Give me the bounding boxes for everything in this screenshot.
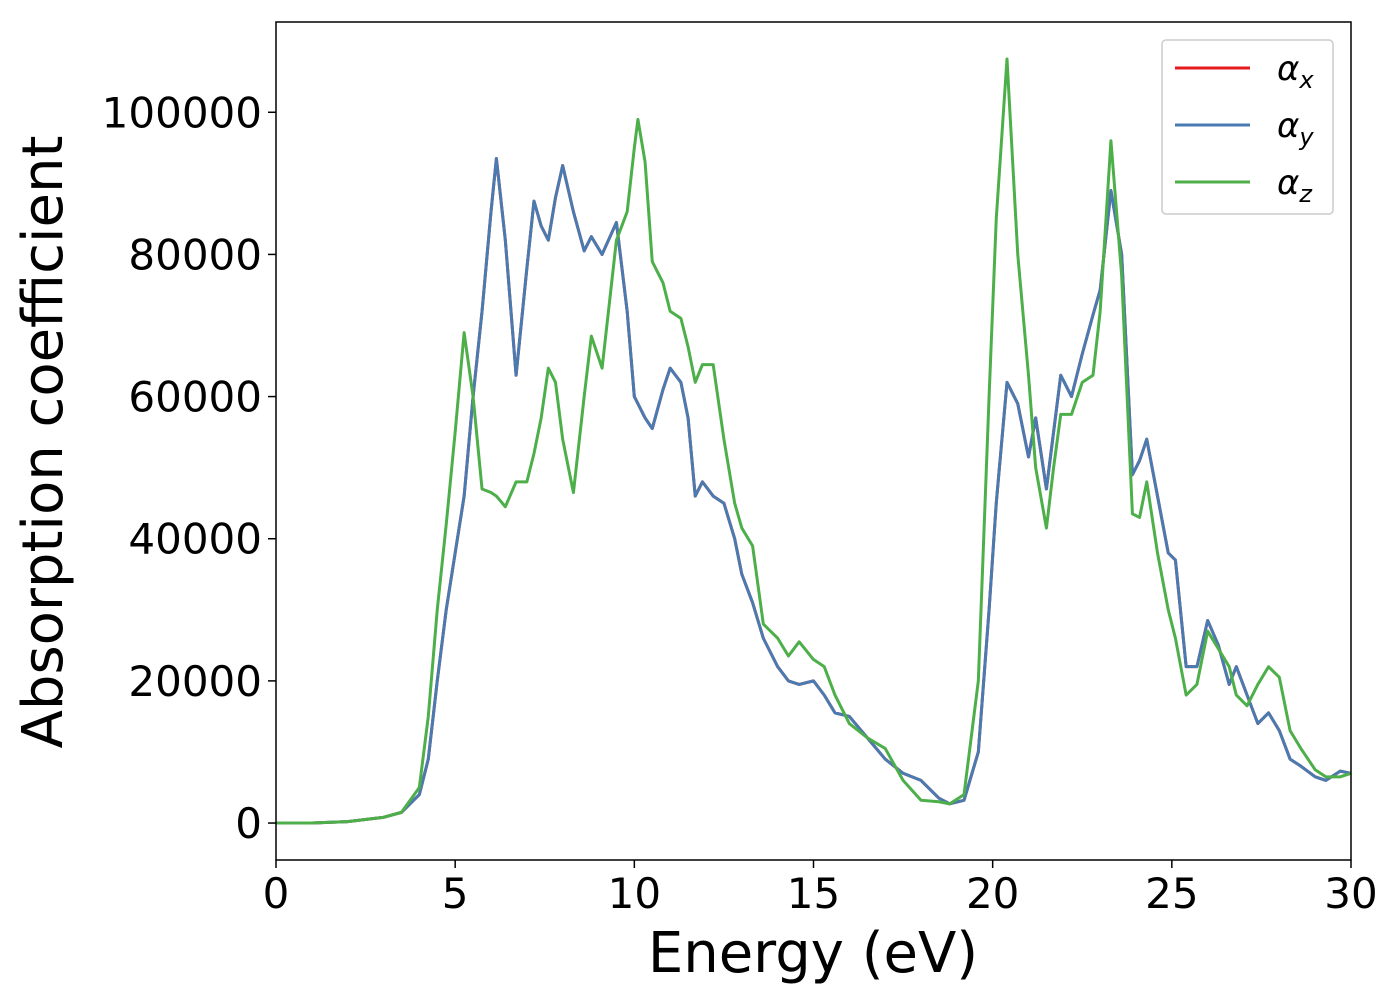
x-tick-label: 20 [966, 869, 1019, 918]
x-tick-label: 0 [263, 869, 290, 918]
plot-frame [275, 21, 1352, 861]
x-tick-label: 15 [787, 869, 840, 918]
y-tick-label: 20000 [128, 657, 262, 706]
legend-label: αy [1277, 106, 1314, 151]
x-tick-label: 30 [1324, 869, 1377, 918]
y-tick-label: 80000 [128, 230, 262, 279]
legend-box [1161, 39, 1334, 215]
y-tick-label: 0 [235, 799, 262, 848]
x-tick-label: 25 [1145, 869, 1198, 918]
series-line [276, 156, 1352, 825]
y-tick-label: 40000 [128, 515, 262, 564]
x-tick-label: 10 [608, 869, 661, 918]
series-line [276, 57, 1352, 825]
x-tick-label: 5 [442, 869, 469, 918]
legend-label: αx [1277, 49, 1314, 94]
y-tick-label: 60000 [128, 373, 262, 422]
y-axis-label: Absorption coefficient [11, 136, 76, 749]
x-axis-label: Energy (eV) [648, 921, 978, 986]
series-line [276, 156, 1352, 825]
legend-label: αz [1277, 163, 1313, 208]
y-tick-label: 100000 [102, 88, 262, 137]
